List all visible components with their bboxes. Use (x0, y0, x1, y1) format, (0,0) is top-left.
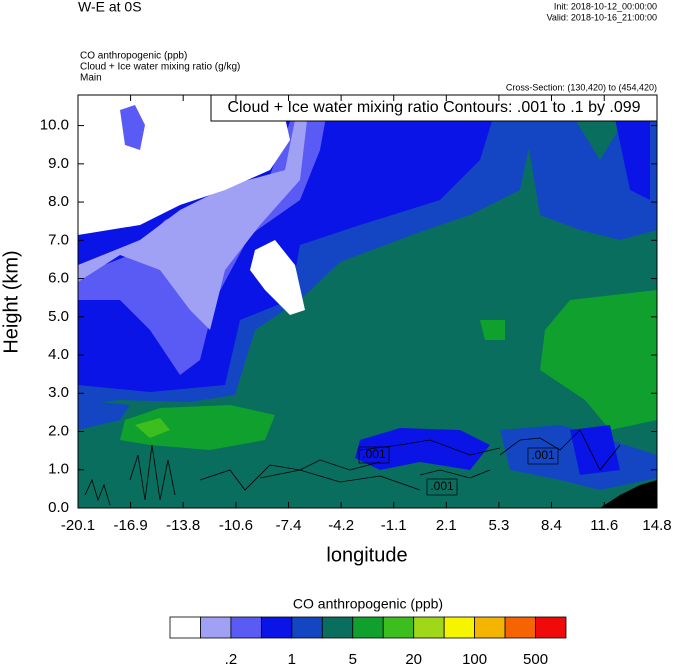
y-tick-label: 0.0 (48, 499, 69, 516)
valid-time: Valid: 2018-10-16_21:00:00 (547, 12, 657, 22)
contour-line (259, 469, 421, 491)
x-tick-label: -7.4 (276, 517, 302, 534)
x-tick-label: 2.1 (436, 517, 457, 534)
contour-label-box (426, 478, 458, 496)
contour-label: .001 (362, 447, 386, 461)
contour-line (129, 444, 176, 501)
colorbar-box (169, 616, 201, 639)
colorbar-label: 1 (288, 651, 296, 667)
colorbar-label: 20 (405, 651, 422, 667)
contour-fill (120, 105, 145, 150)
y-tick-label: 9.0 (48, 155, 69, 172)
colorbar-box (382, 616, 415, 639)
x-tick-label: -20.1 (61, 517, 95, 534)
colorbar-box (413, 616, 445, 639)
colorbar-box (352, 616, 384, 639)
field-name: Main (80, 73, 102, 84)
contour-fill (480, 320, 505, 340)
colorbar-label: 5 (349, 651, 357, 667)
y-tick-label: 7.0 (48, 231, 69, 248)
contour-line (419, 469, 491, 479)
contour-info-box (210, 94, 658, 122)
x-tick-label: 14.8 (642, 517, 671, 534)
field-name: CO anthropogenic (ppb) (80, 51, 187, 62)
y-tick-label: 1.0 (48, 461, 69, 478)
contour-label-box (527, 447, 559, 465)
y-tick-label: 5.0 (48, 308, 69, 325)
x-tick-label: -13.8 (166, 517, 200, 534)
colorbar-box (200, 616, 232, 639)
colorbar-box (504, 616, 536, 639)
contour-fill (120, 405, 275, 450)
contour-label: .001 (430, 479, 454, 493)
y-tick-label: 6.0 (48, 270, 69, 287)
y-axis-label: Height (km) (0, 250, 22, 353)
x-tick-label: 11.6 (590, 517, 618, 534)
contour-line (499, 429, 621, 471)
x-axis-label: longitude (326, 544, 407, 566)
contour-fill (250, 240, 305, 315)
colorbar-box (474, 616, 506, 639)
y-tick-label: 10.0 (40, 117, 69, 134)
colorbar-label: 500 (523, 651, 548, 667)
contour-fill (570, 425, 620, 475)
terrain (600, 480, 657, 508)
colorbar-title: CO anthropogenic (ppb) (293, 596, 443, 612)
colorbar-box (535, 616, 567, 639)
contour-fill (78, 400, 130, 430)
y-tick-label: 4.0 (48, 346, 69, 363)
colorbar-box (443, 616, 476, 639)
colorbar-box (260, 616, 293, 639)
x-tick-label: 5.3 (488, 517, 509, 534)
colorbar-box (291, 616, 323, 639)
contour-fill (135, 418, 170, 438)
contour-fill (78, 95, 310, 330)
x-tick-label: -4.2 (328, 517, 354, 534)
x-tick-label: -1.1 (381, 517, 407, 534)
contour-label: .001 (531, 448, 555, 462)
colorbar-label: .2 (225, 651, 238, 667)
y-tick-label: 3.0 (48, 384, 69, 401)
colorbar-label: 100 (462, 651, 487, 667)
x-tick-label: 8.4 (541, 517, 562, 534)
colorbar-box (230, 616, 262, 639)
contour-info: Cloud + Ice water mixing ratio Contours:… (227, 99, 640, 116)
x-tick-label: -16.9 (113, 517, 147, 534)
init-time: Init: 2018-10-12_00:00:00 (554, 1, 657, 11)
chart-title: W-E at 0S (78, 0, 142, 15)
field-name: Cloud + Ice water mixing ratio (g/kg) (80, 62, 240, 73)
contour-field: .001 .001 .001 (78, 95, 657, 508)
x-tick-label: -10.6 (219, 517, 253, 534)
contour-fill (540, 290, 657, 430)
colorbar-box (321, 616, 354, 639)
y-tick-label: 2.0 (48, 422, 69, 439)
cross-section: Cross-Section: (130,420) to (454,420) (506, 82, 657, 92)
contour-line (199, 459, 381, 491)
y-tick-label: 8.0 (48, 193, 69, 210)
contour-label-box (358, 446, 390, 464)
contour-line (84, 478, 111, 506)
contour-fill (230, 462, 300, 490)
